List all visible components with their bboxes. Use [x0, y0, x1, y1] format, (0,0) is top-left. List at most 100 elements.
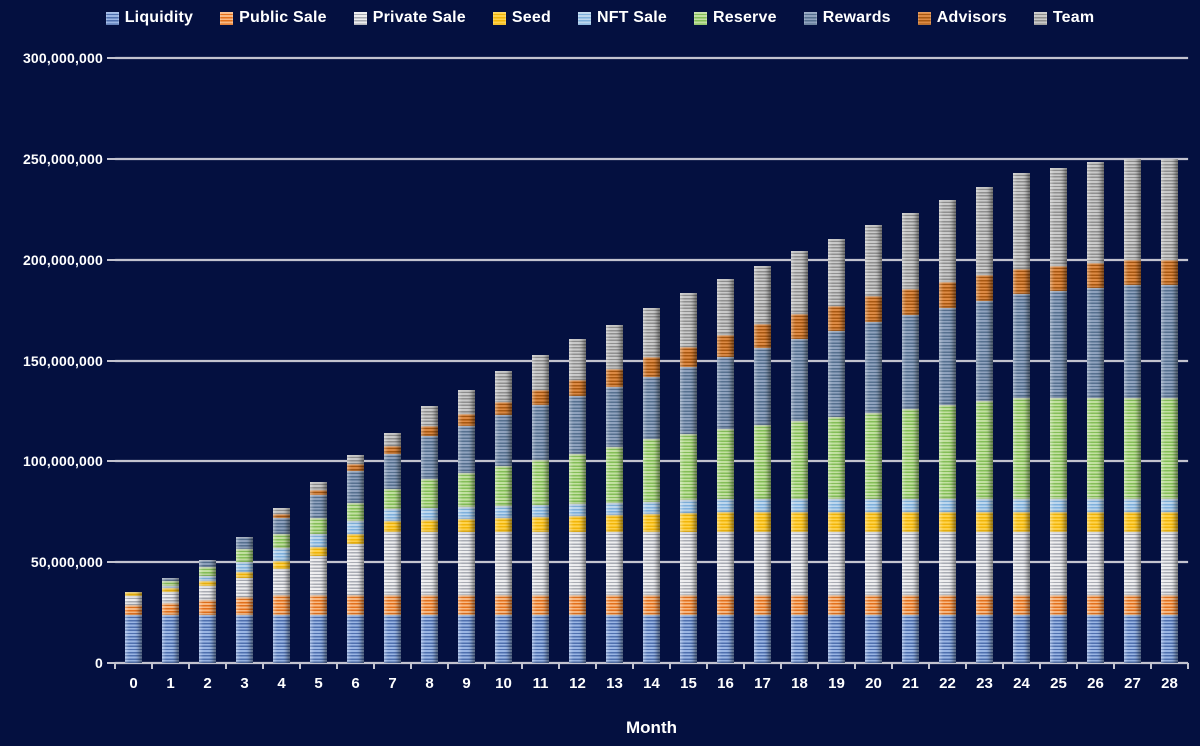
segment-nft-sale-month-3: [236, 562, 253, 572]
x-axis-label: 2: [203, 675, 212, 692]
x-axis-tick: [484, 663, 486, 669]
legend-item-nft-sale: NFT Sale: [577, 9, 667, 27]
segment-public-sale-month-20: [865, 594, 882, 616]
segment-rewards-month-11: [532, 404, 549, 461]
legend-label: Team: [1052, 9, 1095, 26]
segment-nft-sale-month-21: [902, 499, 919, 512]
y-axis-tick: [107, 258, 115, 261]
segment-private-sale-month-9: [458, 531, 475, 595]
segment-seed-month-27: [1124, 511, 1141, 532]
legend-item-seed: Seed: [492, 9, 551, 27]
x-axis-label: 10: [495, 675, 512, 692]
bar-month-2: [199, 58, 216, 663]
x-axis-tick: [817, 663, 819, 669]
segment-seed-month-23: [976, 511, 993, 532]
segment-advisors-month-8: [421, 425, 438, 437]
segment-advisors-month-9: [458, 414, 475, 426]
x-axis-label: 3: [240, 675, 249, 692]
segment-advisors-month-19: [828, 305, 845, 331]
segment-seed-month-0: [125, 592, 142, 596]
x-axis-tick: [854, 663, 856, 669]
segment-liquidity-month-26: [1087, 615, 1104, 663]
segment-liquidity-month-23: [976, 615, 993, 663]
segment-reserve-month-17: [754, 424, 771, 500]
gridline: [115, 157, 1188, 160]
x-axis-tick: [965, 663, 967, 669]
x-axis-tick: [632, 663, 634, 669]
segment-team-month-4: [273, 507, 290, 514]
segment-team-month-12: [569, 339, 586, 380]
segment-reserve-month-6: [347, 503, 364, 522]
segment-liquidity-month-28: [1161, 615, 1178, 663]
segment-private-sale-month-15: [680, 531, 697, 595]
segment-nft-sale-month-14: [643, 501, 660, 515]
segment-reserve-month-19: [828, 417, 845, 500]
legend-swatch-icon: [492, 11, 506, 25]
x-axis-label: 5: [314, 675, 323, 692]
segment-public-sale-month-28: [1161, 594, 1178, 616]
bar-month-15: [680, 58, 697, 663]
segment-reserve-month-24: [1013, 398, 1030, 500]
segment-advisors-month-27: [1124, 259, 1141, 285]
x-axis-label: 13: [606, 675, 623, 692]
segment-liquidity-month-18: [791, 615, 808, 663]
segment-nft-sale-month-28: [1161, 499, 1178, 512]
segment-nft-sale-month-17: [754, 499, 771, 512]
y-axis-tick: [107, 460, 115, 463]
segment-seed-month-10: [495, 518, 512, 532]
segment-team-month-8: [421, 405, 438, 426]
segment-team-month-23: [976, 186, 993, 276]
segment-reserve-month-20: [865, 413, 882, 500]
y-axis-tick: [107, 359, 115, 362]
segment-seed-month-6: [347, 533, 364, 544]
x-axis-label: 7: [388, 675, 397, 692]
segment-public-sale-month-0: [125, 605, 142, 616]
x-axis-tick: [669, 663, 671, 669]
legend-swatch-icon: [803, 11, 817, 25]
segment-advisors-month-18: [791, 313, 808, 339]
segment-private-sale-month-14: [643, 531, 660, 595]
segment-liquidity-month-19: [828, 615, 845, 663]
segment-private-sale-month-24: [1013, 531, 1030, 595]
segment-seed-month-14: [643, 514, 660, 532]
segment-nft-sale-month-16: [717, 499, 734, 512]
x-axis-label: 23: [976, 675, 993, 692]
bar-month-24: [1013, 58, 1030, 663]
segment-advisors-month-26: [1087, 263, 1104, 289]
segment-private-sale-month-0: [125, 595, 142, 606]
segment-seed-month-16: [717, 511, 734, 532]
segment-advisors-month-15: [680, 346, 697, 368]
segment-reserve-month-1: [162, 581, 179, 587]
segment-seed-month-18: [791, 511, 808, 532]
y-axis-label: 250,000,000: [22, 150, 103, 167]
segment-private-sale-month-17: [754, 531, 771, 595]
bar-month-14: [643, 58, 660, 663]
segment-seed-month-24: [1013, 511, 1030, 532]
y-axis-tick: [107, 662, 115, 664]
segment-seed-month-28: [1161, 511, 1178, 532]
legend-label: Advisors: [936, 9, 1007, 26]
segment-reserve-month-3: [236, 549, 253, 563]
x-axis-label: 22: [939, 675, 956, 692]
segment-nft-sale-month-25: [1050, 499, 1067, 512]
x-axis-label: 16: [717, 675, 734, 692]
segment-public-sale-month-19: [828, 594, 845, 616]
bar-month-28: [1161, 58, 1178, 663]
segment-nft-sale-month-2: [199, 576, 216, 581]
segment-liquidity-month-14: [643, 615, 660, 663]
segment-advisors-month-4: [273, 513, 290, 518]
segment-reserve-month-15: [680, 433, 697, 501]
segment-team-month-20: [865, 225, 882, 297]
segment-public-sale-month-1: [162, 602, 179, 616]
x-axis-tick: [151, 663, 153, 669]
segment-rewards-month-25: [1050, 291, 1067, 399]
segment-rewards-month-24: [1013, 294, 1030, 399]
segment-team-month-25: [1050, 168, 1067, 267]
x-axis-tick: [928, 663, 930, 669]
segment-private-sale-month-20: [865, 531, 882, 595]
segment-seed-month-4: [273, 561, 290, 569]
segment-private-sale-month-16: [717, 531, 734, 595]
segment-public-sale-month-27: [1124, 594, 1141, 616]
segment-team-month-14: [643, 307, 660, 358]
gridline: [115, 57, 1188, 59]
